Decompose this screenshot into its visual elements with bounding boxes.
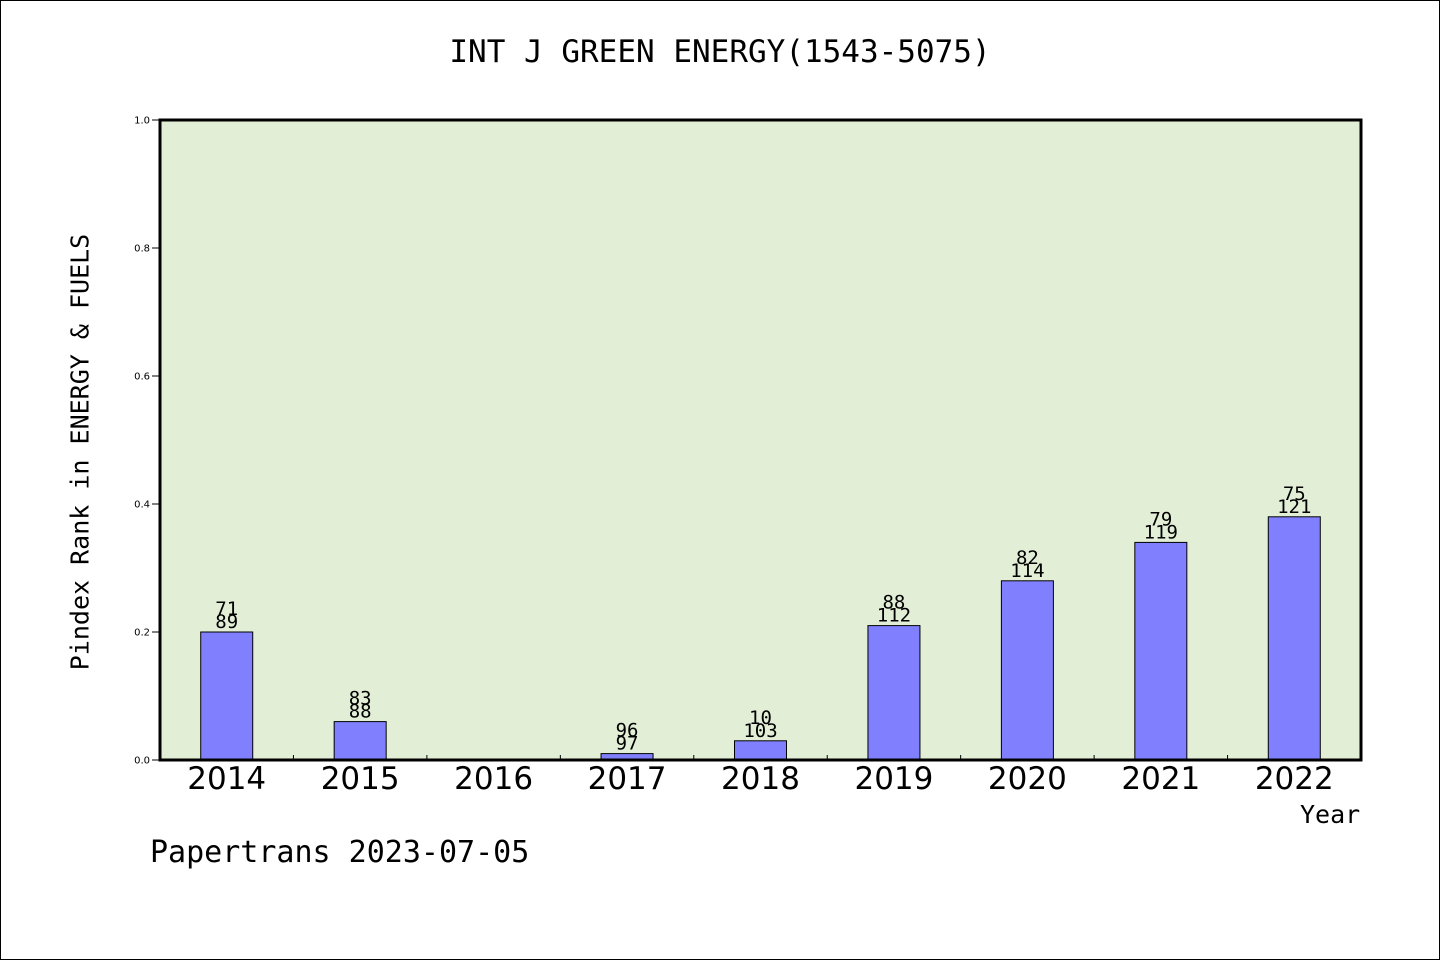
bar-label-bottom-2015: 88 <box>349 701 372 723</box>
x-tick-label-2021: 2021 <box>1121 761 1200 797</box>
bar-label-top-2020: 82 <box>1016 547 1039 569</box>
x-tick-label-2022: 2022 <box>1255 761 1334 797</box>
bar-label-bottom-2018: 103 <box>743 720 777 742</box>
bar-label-top-2021: 79 <box>1149 508 1172 530</box>
x-tick-label-2016: 2016 <box>454 761 533 797</box>
footer-credit: Papertrans 2023-07-05 <box>150 835 530 870</box>
bar-2018 <box>734 740 787 761</box>
plot-border <box>158 118 1363 762</box>
y-tick-label-0.8: 0.8 <box>134 244 150 255</box>
bar-label-top-2018: 10 <box>749 707 772 729</box>
bar-label-top-2017: 96 <box>616 720 639 742</box>
bar-label-bottom-2020: 114 <box>1010 560 1044 582</box>
bar-2019 <box>867 625 921 761</box>
bar-label-bottom-2022: 121 <box>1277 496 1311 518</box>
x-tick-label-2020: 2020 <box>988 761 1067 797</box>
y-tick-label-1.0: 1.0 <box>134 116 150 127</box>
y-axis-label: Pindex Rank in ENERGY & FUELS <box>65 233 95 671</box>
x-tick-label-2017: 2017 <box>588 761 667 797</box>
x-tick-label-2014: 2014 <box>187 761 266 797</box>
bar-2015 <box>333 721 387 761</box>
bar-2021 <box>1134 541 1188 761</box>
chart-title: INT J GREEN ENERGY(1543-5075) <box>449 34 991 70</box>
x-tick-label-2018: 2018 <box>721 761 800 797</box>
bar-2020 <box>1000 580 1054 761</box>
bar-label-bottom-2014: 89 <box>215 611 238 633</box>
bar-label-bottom-2019: 112 <box>877 605 911 627</box>
y-tick-label-0.6: 0.6 <box>134 372 150 383</box>
y-tick-label-0.0: 0.0 <box>134 756 150 767</box>
bar-label-bottom-2021: 119 <box>1144 521 1178 543</box>
bar-label-top-2019: 88 <box>882 592 905 614</box>
x-tick-label-2019: 2019 <box>854 761 933 797</box>
y-tick-label-0.4: 0.4 <box>134 500 150 511</box>
bar-label-bottom-2017: 97 <box>616 733 639 755</box>
bar-2014 <box>200 631 254 761</box>
bar-label-top-2015: 83 <box>349 688 372 710</box>
x-tick-label-2015: 2015 <box>321 761 400 797</box>
bar-label-top-2014: 71 <box>215 598 238 620</box>
bar-2022 <box>1267 516 1321 761</box>
bar-label-top-2022: 75 <box>1283 483 1306 505</box>
x-axis-label: Year <box>1300 800 1361 829</box>
y-tick-label-0.2: 0.2 <box>134 628 150 639</box>
